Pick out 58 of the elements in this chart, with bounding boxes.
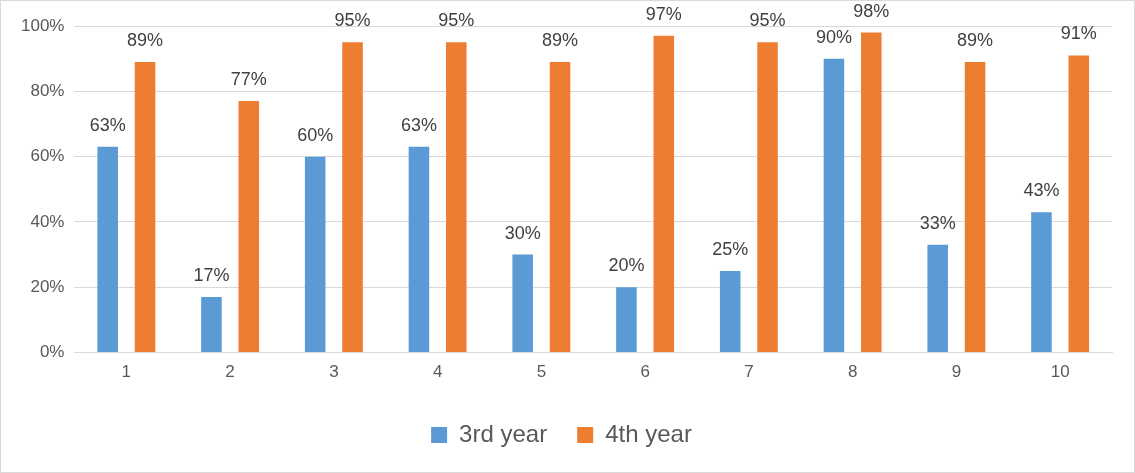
data-label: 30% <box>504 222 541 243</box>
x-tick-label: 7 <box>744 362 754 382</box>
bar <box>616 287 637 353</box>
bar <box>927 244 948 353</box>
x-tick-label: 4 <box>432 362 443 382</box>
data-label: 20% <box>608 255 645 276</box>
data-label: 95% <box>749 10 786 31</box>
data-label: 17% <box>193 265 230 286</box>
data-label: 95% <box>334 10 371 31</box>
data-label: 91% <box>1060 23 1097 44</box>
bar <box>238 101 260 353</box>
data-label: 97% <box>645 3 682 24</box>
data-label: 63% <box>89 114 126 135</box>
data-label: 95% <box>438 10 475 31</box>
bar <box>512 254 533 353</box>
data-label: 89% <box>127 29 164 50</box>
x-tick-label: 6 <box>640 362 650 382</box>
x-tick-label: 2 <box>225 362 235 382</box>
data-label: 63% <box>400 114 437 135</box>
bar <box>719 270 741 353</box>
legend-label: 4th year <box>605 419 692 447</box>
data-label: 89% <box>957 29 994 50</box>
bar <box>861 32 882 353</box>
bar <box>964 61 986 353</box>
y-tick-label: 60% <box>30 146 65 166</box>
y-tick-label: 20% <box>30 276 65 296</box>
x-tick-label: 10 <box>1050 362 1070 382</box>
bar <box>304 156 326 353</box>
data-label: 77% <box>230 69 267 90</box>
data-label: 89% <box>542 29 579 50</box>
bar <box>446 42 467 353</box>
x-tick-label: 1 <box>121 362 132 382</box>
bar <box>342 42 363 353</box>
y-tick-label: 80% <box>30 81 65 101</box>
bar <box>1031 212 1052 353</box>
data-label: 33% <box>919 212 956 233</box>
bar <box>653 35 675 353</box>
x-tick-label: 3 <box>329 362 339 382</box>
bar <box>408 146 430 353</box>
bar <box>97 146 118 353</box>
x-tick-label: 5 <box>536 362 547 382</box>
x-tick-label: 9 <box>951 362 962 382</box>
bar <box>201 297 222 353</box>
x-tick-label: 8 <box>847 362 858 382</box>
data-label: 25% <box>712 238 749 259</box>
y-tick-label: 0% <box>39 342 65 362</box>
y-tick-label: 100% <box>21 15 65 35</box>
bar <box>1068 55 1090 353</box>
data-label: 43% <box>1023 180 1060 201</box>
data-label: 98% <box>853 0 890 21</box>
bar <box>134 61 156 353</box>
bar <box>549 61 571 353</box>
bar <box>823 58 845 353</box>
data-label: 60% <box>297 124 334 145</box>
bar <box>757 42 778 353</box>
legend-label: 3rd year <box>459 419 548 447</box>
y-tick-label: 40% <box>30 211 65 231</box>
data-label: 90% <box>815 26 852 47</box>
